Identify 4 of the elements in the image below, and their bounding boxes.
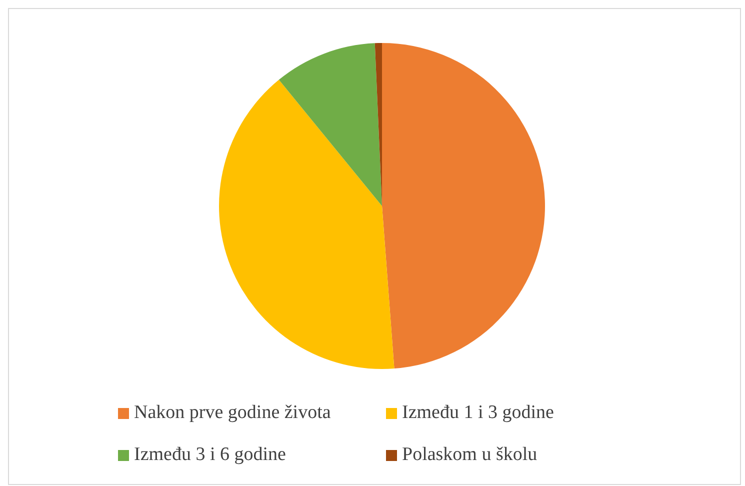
legend-label: Nakon prve godine života (134, 402, 331, 424)
legend-label: Polaskom u školu (402, 444, 538, 466)
legend-label: Između 3 i 6 godine (134, 444, 286, 466)
legend-label: Između 1 i 3 godine (402, 402, 554, 424)
